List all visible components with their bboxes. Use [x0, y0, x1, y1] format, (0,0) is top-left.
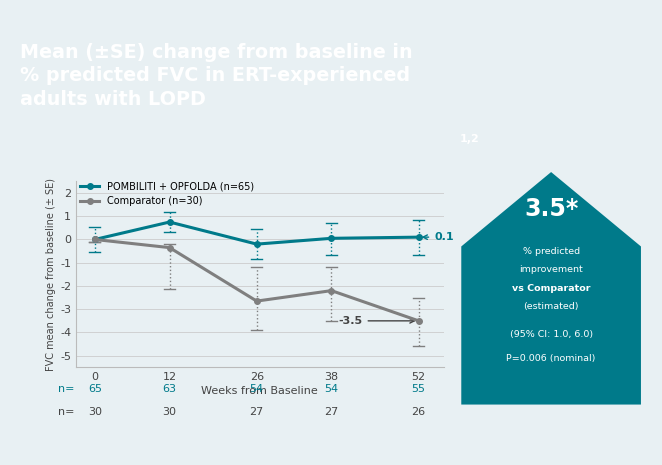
Text: 26: 26 [412, 407, 426, 418]
Text: 30: 30 [163, 407, 177, 418]
Legend: POMBILITI + OPFOLDA (n=65), Comparator (n=30): POMBILITI + OPFOLDA (n=65), Comparator (… [76, 178, 258, 210]
Text: (95% CI: 1.0, 6.0): (95% CI: 1.0, 6.0) [510, 330, 592, 339]
Text: 54: 54 [250, 384, 263, 394]
Text: % predicted: % predicted [522, 246, 580, 256]
Text: vs Comparator: vs Comparator [512, 284, 591, 293]
Text: 65: 65 [88, 384, 102, 394]
Text: 63: 63 [163, 384, 177, 394]
Text: improvement: improvement [519, 265, 583, 274]
Text: 55: 55 [412, 384, 426, 394]
Text: (estimated): (estimated) [524, 302, 579, 312]
Text: 27: 27 [250, 407, 264, 418]
X-axis label: Weeks from Baseline: Weeks from Baseline [201, 386, 318, 396]
Y-axis label: FVC mean change from baseline (± SE): FVC mean change from baseline (± SE) [46, 178, 56, 371]
Text: 3.5*: 3.5* [524, 197, 579, 221]
Text: 30: 30 [88, 407, 102, 418]
Text: n=: n= [58, 407, 75, 418]
Text: P=0.006 (nominal): P=0.006 (nominal) [506, 353, 596, 363]
Polygon shape [461, 172, 641, 405]
Text: 0.1: 0.1 [423, 232, 454, 242]
Text: 54: 54 [324, 384, 338, 394]
Text: 1,2: 1,2 [460, 133, 480, 144]
Text: 27: 27 [324, 407, 338, 418]
Text: Mean (±SE) change from baseline in
% predicted FVC in ERT-experienced
adults wit: Mean (±SE) change from baseline in % pre… [20, 43, 412, 109]
Text: n=: n= [58, 384, 75, 394]
Text: -3.5: -3.5 [338, 316, 414, 326]
